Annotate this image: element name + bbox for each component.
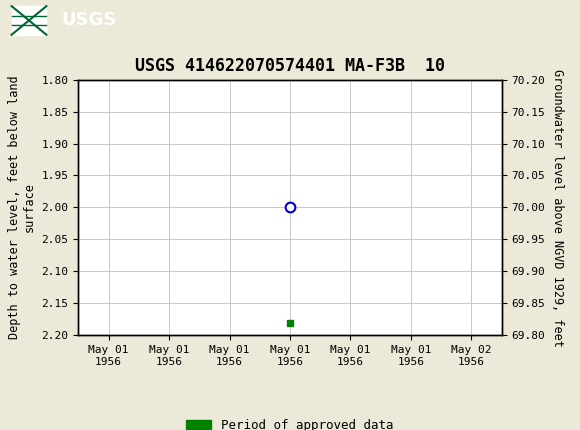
Text: USGS: USGS — [61, 12, 116, 29]
Legend: Period of approved data: Period of approved data — [181, 414, 399, 430]
Text: USGS 414622070574401 MA-F3B  10: USGS 414622070574401 MA-F3B 10 — [135, 57, 445, 75]
Y-axis label: Groundwater level above NGVD 1929, feet: Groundwater level above NGVD 1929, feet — [551, 68, 564, 347]
Y-axis label: Depth to water level, feet below land
surface: Depth to water level, feet below land su… — [8, 76, 36, 339]
FancyBboxPatch shape — [12, 6, 46, 35]
